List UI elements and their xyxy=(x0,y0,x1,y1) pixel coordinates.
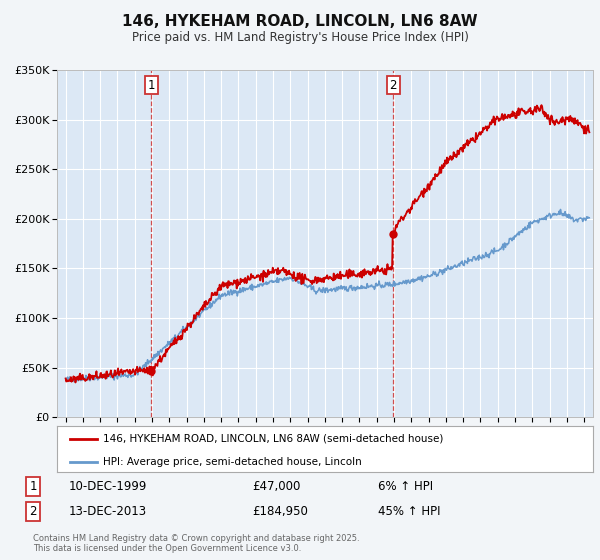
Text: 1: 1 xyxy=(148,78,155,92)
Text: 2: 2 xyxy=(389,78,397,92)
Text: 1: 1 xyxy=(29,480,37,493)
Text: 146, HYKEHAM ROAD, LINCOLN, LN6 8AW (semi-detached house): 146, HYKEHAM ROAD, LINCOLN, LN6 8AW (sem… xyxy=(103,433,443,444)
Text: 13-DEC-2013: 13-DEC-2013 xyxy=(69,505,147,518)
Text: Contains HM Land Registry data © Crown copyright and database right 2025.
This d: Contains HM Land Registry data © Crown c… xyxy=(33,534,359,553)
Text: £47,000: £47,000 xyxy=(252,480,301,493)
Text: 6% ↑ HPI: 6% ↑ HPI xyxy=(378,480,433,493)
Text: 2: 2 xyxy=(29,505,37,518)
Text: 10-DEC-1999: 10-DEC-1999 xyxy=(69,480,148,493)
Text: 146, HYKEHAM ROAD, LINCOLN, LN6 8AW: 146, HYKEHAM ROAD, LINCOLN, LN6 8AW xyxy=(122,14,478,29)
Text: 45% ↑ HPI: 45% ↑ HPI xyxy=(378,505,440,518)
Text: Price paid vs. HM Land Registry's House Price Index (HPI): Price paid vs. HM Land Registry's House … xyxy=(131,31,469,44)
Text: £184,950: £184,950 xyxy=(252,505,308,518)
Text: HPI: Average price, semi-detached house, Lincoln: HPI: Average price, semi-detached house,… xyxy=(103,457,361,467)
